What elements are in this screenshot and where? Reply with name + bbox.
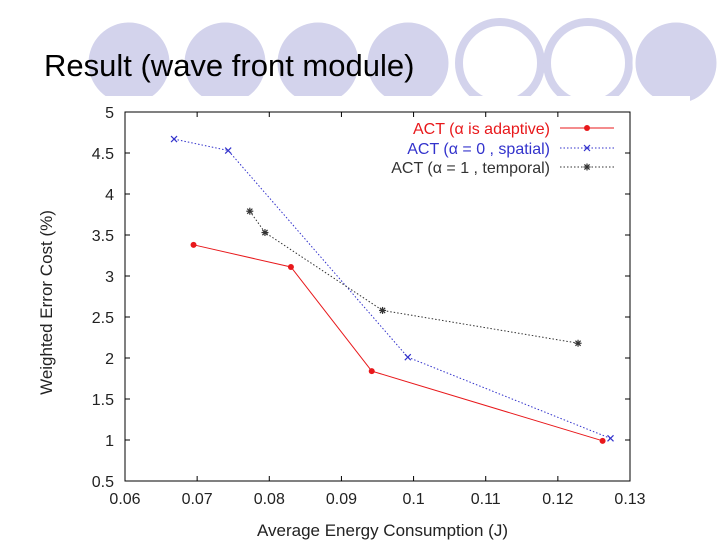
legend-label: ACT (α = 1 , temporal) — [391, 160, 550, 177]
marker-stroke — [224, 147, 232, 154]
y-tick-label: 0.5 — [92, 474, 114, 491]
slide-title: Result (wave front module) — [44, 48, 415, 83]
y-tick-label: 4 — [105, 187, 114, 204]
x-tick-label: 0.11 — [471, 491, 501, 508]
y-axis-label: Weighted Error Cost (%) — [37, 210, 56, 395]
legend-entry-2: ACT (α = 0 , spatial) — [407, 141, 614, 158]
x-tick-label: 0.12 — [542, 491, 573, 508]
series-1 — [190, 241, 606, 444]
marker-stroke — [583, 144, 591, 152]
marker-stroke — [261, 229, 268, 236]
marker-stroke — [404, 353, 412, 361]
marker-stroke — [170, 135, 178, 143]
data-point — [170, 135, 178, 143]
series-3 — [246, 207, 582, 347]
legend-marker — [584, 125, 590, 131]
plot-area — [124, 111, 631, 482]
y-tick-label: 3 — [105, 269, 114, 286]
x-tick-label: 0.06 — [109, 491, 140, 508]
marker-stroke — [246, 208, 253, 215]
y-tick-label: 2 — [105, 351, 114, 368]
data-point — [224, 147, 232, 154]
x-tick-label: 0.07 — [182, 491, 213, 508]
legend-entry-3: ACT (α = 1 , temporal) — [391, 160, 614, 177]
decorative-circles — [85, 18, 720, 108]
y-tick-label: 5 — [105, 105, 114, 122]
legend-entry-1: ACT (α is adaptive) — [413, 121, 614, 138]
x-tick-label: 0.1 — [402, 491, 424, 508]
data-point — [368, 368, 375, 375]
legend-label: ACT (α is adaptive) — [413, 121, 550, 138]
y-tick-label: 1.5 — [92, 392, 114, 409]
x-tick-label: 0.09 — [326, 491, 357, 508]
x-axis-label: Average Energy Consumption (J) — [257, 521, 508, 540]
legend-marker — [583, 163, 591, 171]
data-point — [190, 241, 197, 248]
x-tick-label: 0.13 — [614, 491, 645, 508]
y-tick-label: 3.5 — [92, 228, 114, 245]
marker-stroke — [583, 163, 591, 171]
marker-stroke — [575, 340, 582, 347]
y-tick-label: 1 — [105, 433, 114, 450]
series-2 — [170, 135, 614, 442]
series-line — [249, 210, 579, 344]
series-line — [173, 138, 611, 439]
data-point — [599, 437, 606, 444]
data-point — [261, 229, 269, 237]
y-tick-label: 2.5 — [92, 310, 114, 327]
legend-label: ACT (α = 0 , spatial) — [407, 141, 550, 158]
y-tick-label: 4.5 — [92, 146, 114, 163]
data-point — [287, 263, 294, 270]
data-point — [574, 339, 582, 347]
marker-stroke — [379, 307, 386, 314]
marker-stroke — [607, 434, 614, 442]
data-point — [379, 306, 387, 314]
data-point — [404, 353, 412, 361]
series-line — [193, 244, 603, 442]
data-point — [607, 434, 614, 442]
x-tick-label: 0.08 — [254, 491, 285, 508]
data-point — [246, 207, 254, 215]
chart-background — [70, 96, 690, 540]
legend-marker — [583, 144, 591, 152]
